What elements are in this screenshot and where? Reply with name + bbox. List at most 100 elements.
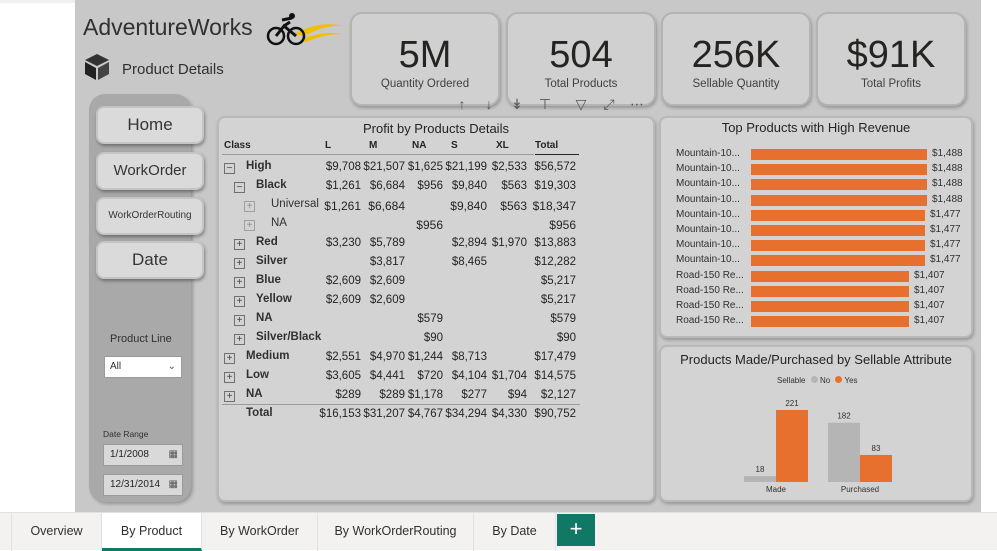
matrix-row: + NA $956 $956 bbox=[222, 215, 582, 234]
matrix-cell: $13,883 bbox=[534, 237, 576, 249]
drill-up-icon[interactable]: ↑ bbox=[458, 96, 466, 112]
nav-home-button[interactable]: Home bbox=[96, 106, 204, 144]
matrix-cell: $5,217 bbox=[540, 294, 576, 306]
collapse-icon[interactable]: − bbox=[234, 182, 245, 193]
matrix-cell: $5,789 bbox=[369, 237, 405, 249]
bar-category-label: Mountain-10... bbox=[676, 193, 740, 205]
bar-value-label: $1,488 bbox=[932, 163, 963, 175]
expand-icon[interactable]: + bbox=[244, 201, 255, 212]
page-tabs-bar: Overview By Product By WorkOrder By Work… bbox=[0, 512, 997, 551]
matrix-cell: $90,752 bbox=[534, 408, 576, 420]
matrix-row: − High $9,708 $21,507 $1,625 $21,199 $2,533 $56… bbox=[222, 158, 582, 177]
matrix-cell: $956 bbox=[416, 218, 443, 232]
matrix-cell: $5,217 bbox=[540, 275, 576, 287]
kpi-card-total-products: 504 Total Products bbox=[506, 12, 656, 106]
date-end-input[interactable]: 12/31/2014 ▦ bbox=[103, 474, 183, 496]
expand-all-down-icon[interactable]: ↡ bbox=[511, 96, 523, 112]
expand-icon[interactable]: + bbox=[234, 315, 245, 326]
product-line-label: Product Line bbox=[110, 333, 172, 345]
bar-row: Road-150 Re... $1,407 bbox=[664, 314, 964, 329]
column-bar-no[interactable] bbox=[828, 422, 860, 482]
column-bar-yes[interactable] bbox=[776, 410, 808, 482]
matrix-cell: $1,704 bbox=[491, 370, 527, 382]
nav-workorder-routing-button[interactable]: WorkOrderRouting bbox=[96, 197, 204, 235]
expand-next-level-icon[interactable]: ⊤ bbox=[538, 96, 552, 112]
matrix-header-l: L bbox=[325, 140, 332, 151]
bar-category-label: Mountain-10... bbox=[676, 224, 740, 235]
bar-row: Mountain-10... $1,477 bbox=[664, 208, 964, 223]
expand-icon[interactable]: + bbox=[224, 372, 235, 383]
bar-row: Mountain-10... $1,477 bbox=[664, 223, 964, 238]
kpi-card-quantity-ordered: 5M Quantity Ordered bbox=[350, 12, 500, 106]
expand-icon[interactable]: + bbox=[224, 353, 235, 364]
bar-category-label: Mountain-10... bbox=[676, 254, 740, 266]
matrix-cell: $21,199 bbox=[445, 161, 487, 173]
expand-icon[interactable]: + bbox=[224, 391, 235, 402]
matrix-cell: $3,817 bbox=[369, 256, 405, 268]
bar-value-label: $1,488 bbox=[932, 148, 963, 159]
collapse-icon[interactable]: − bbox=[224, 163, 235, 174]
calendar-icon[interactable]: ▦ bbox=[168, 479, 178, 490]
bar[interactable] bbox=[751, 149, 927, 160]
brand-title: AdventureWorks bbox=[83, 14, 253, 40]
bar-row: Road-150 Re... $1,407 bbox=[664, 269, 964, 284]
matrix-cell: $34,294 bbox=[445, 408, 487, 420]
tab-by-product[interactable]: By Product bbox=[102, 513, 202, 551]
column-category-label: Made bbox=[766, 485, 787, 494]
focus-mode-icon[interactable]: ⤢ bbox=[603, 96, 615, 112]
expand-icon[interactable]: + bbox=[234, 334, 245, 345]
cyclist-logo-icon bbox=[266, 13, 344, 46]
bar-category-label: Road-150 Re... bbox=[676, 315, 744, 327]
matrix-cell: $4,104 bbox=[451, 370, 487, 382]
expand-icon[interactable]: + bbox=[234, 296, 245, 307]
kpi-label: Sellable Quantity bbox=[692, 78, 780, 90]
bar[interactable] bbox=[751, 240, 925, 252]
drill-down-icon[interactable]: ↓ bbox=[485, 96, 493, 112]
add-page-button[interactable]: + bbox=[557, 514, 595, 546]
matrix-header-na: NA bbox=[412, 140, 427, 151]
tab-by-date[interactable]: By Date bbox=[474, 513, 556, 551]
bar[interactable] bbox=[751, 209, 925, 221]
tab-by-workorder[interactable]: By WorkOrder bbox=[202, 513, 318, 551]
tab-by-workorder-routing[interactable]: By WorkOrderRouting bbox=[318, 513, 474, 551]
column-bar-no[interactable] bbox=[744, 476, 776, 482]
matrix-cell: $3,230 bbox=[325, 237, 361, 249]
tab-overview[interactable]: Overview bbox=[12, 513, 102, 551]
matrix-cell: $289 bbox=[335, 389, 361, 401]
bar[interactable] bbox=[751, 270, 909, 282]
expand-icon[interactable]: + bbox=[234, 277, 245, 288]
matrix-row: + NA $289 $289 $1,178 $277 $94 $2,127 bbox=[222, 386, 582, 405]
date-start-input[interactable]: 1/1/2008 ▦ bbox=[103, 444, 183, 466]
bar[interactable] bbox=[751, 301, 909, 312]
legend-no-marker bbox=[810, 376, 818, 383]
matrix-cell: $94 bbox=[507, 389, 527, 401]
matrix-row: + Yellow $2,609 $2,609 $5,217 bbox=[222, 291, 582, 310]
bar[interactable] bbox=[751, 316, 909, 328]
more-options-icon[interactable]: ⋯ bbox=[630, 96, 644, 112]
expand-icon[interactable]: + bbox=[234, 239, 245, 250]
nav-date-button[interactable]: Date bbox=[96, 241, 204, 279]
expand-icon[interactable]: + bbox=[234, 258, 245, 269]
column-value-label: 221 bbox=[785, 399, 799, 408]
column-bar-yes[interactable] bbox=[860, 454, 892, 482]
bar[interactable] bbox=[751, 285, 909, 297]
bar[interactable] bbox=[751, 164, 927, 176]
bar-value-label: $1,407 bbox=[914, 315, 945, 327]
expand-icon[interactable]: + bbox=[244, 220, 255, 231]
bar[interactable] bbox=[751, 255, 925, 267]
column-value-label: 18 bbox=[756, 465, 765, 474]
bar[interactable] bbox=[751, 179, 927, 191]
bar[interactable] bbox=[751, 225, 925, 236]
bar-category-label: Road-150 Re... bbox=[676, 300, 744, 311]
matrix-cell: $289 bbox=[379, 389, 405, 401]
matrix-cell: $3,605 bbox=[325, 370, 361, 382]
calendar-icon[interactable]: ▦ bbox=[168, 449, 178, 460]
tab-scroll-left[interactable] bbox=[0, 513, 12, 551]
filter-icon[interactable]: ▽ bbox=[575, 96, 587, 112]
product-line-value: All bbox=[110, 361, 122, 372]
nav-workorder-button[interactable]: WorkOrder bbox=[96, 152, 204, 190]
product-line-dropdown[interactable]: All ⌄ bbox=[104, 356, 182, 378]
matrix-cell: $90 bbox=[556, 332, 576, 344]
bar[interactable] bbox=[751, 194, 927, 206]
chevron-down-icon: ⌄ bbox=[167, 361, 176, 372]
